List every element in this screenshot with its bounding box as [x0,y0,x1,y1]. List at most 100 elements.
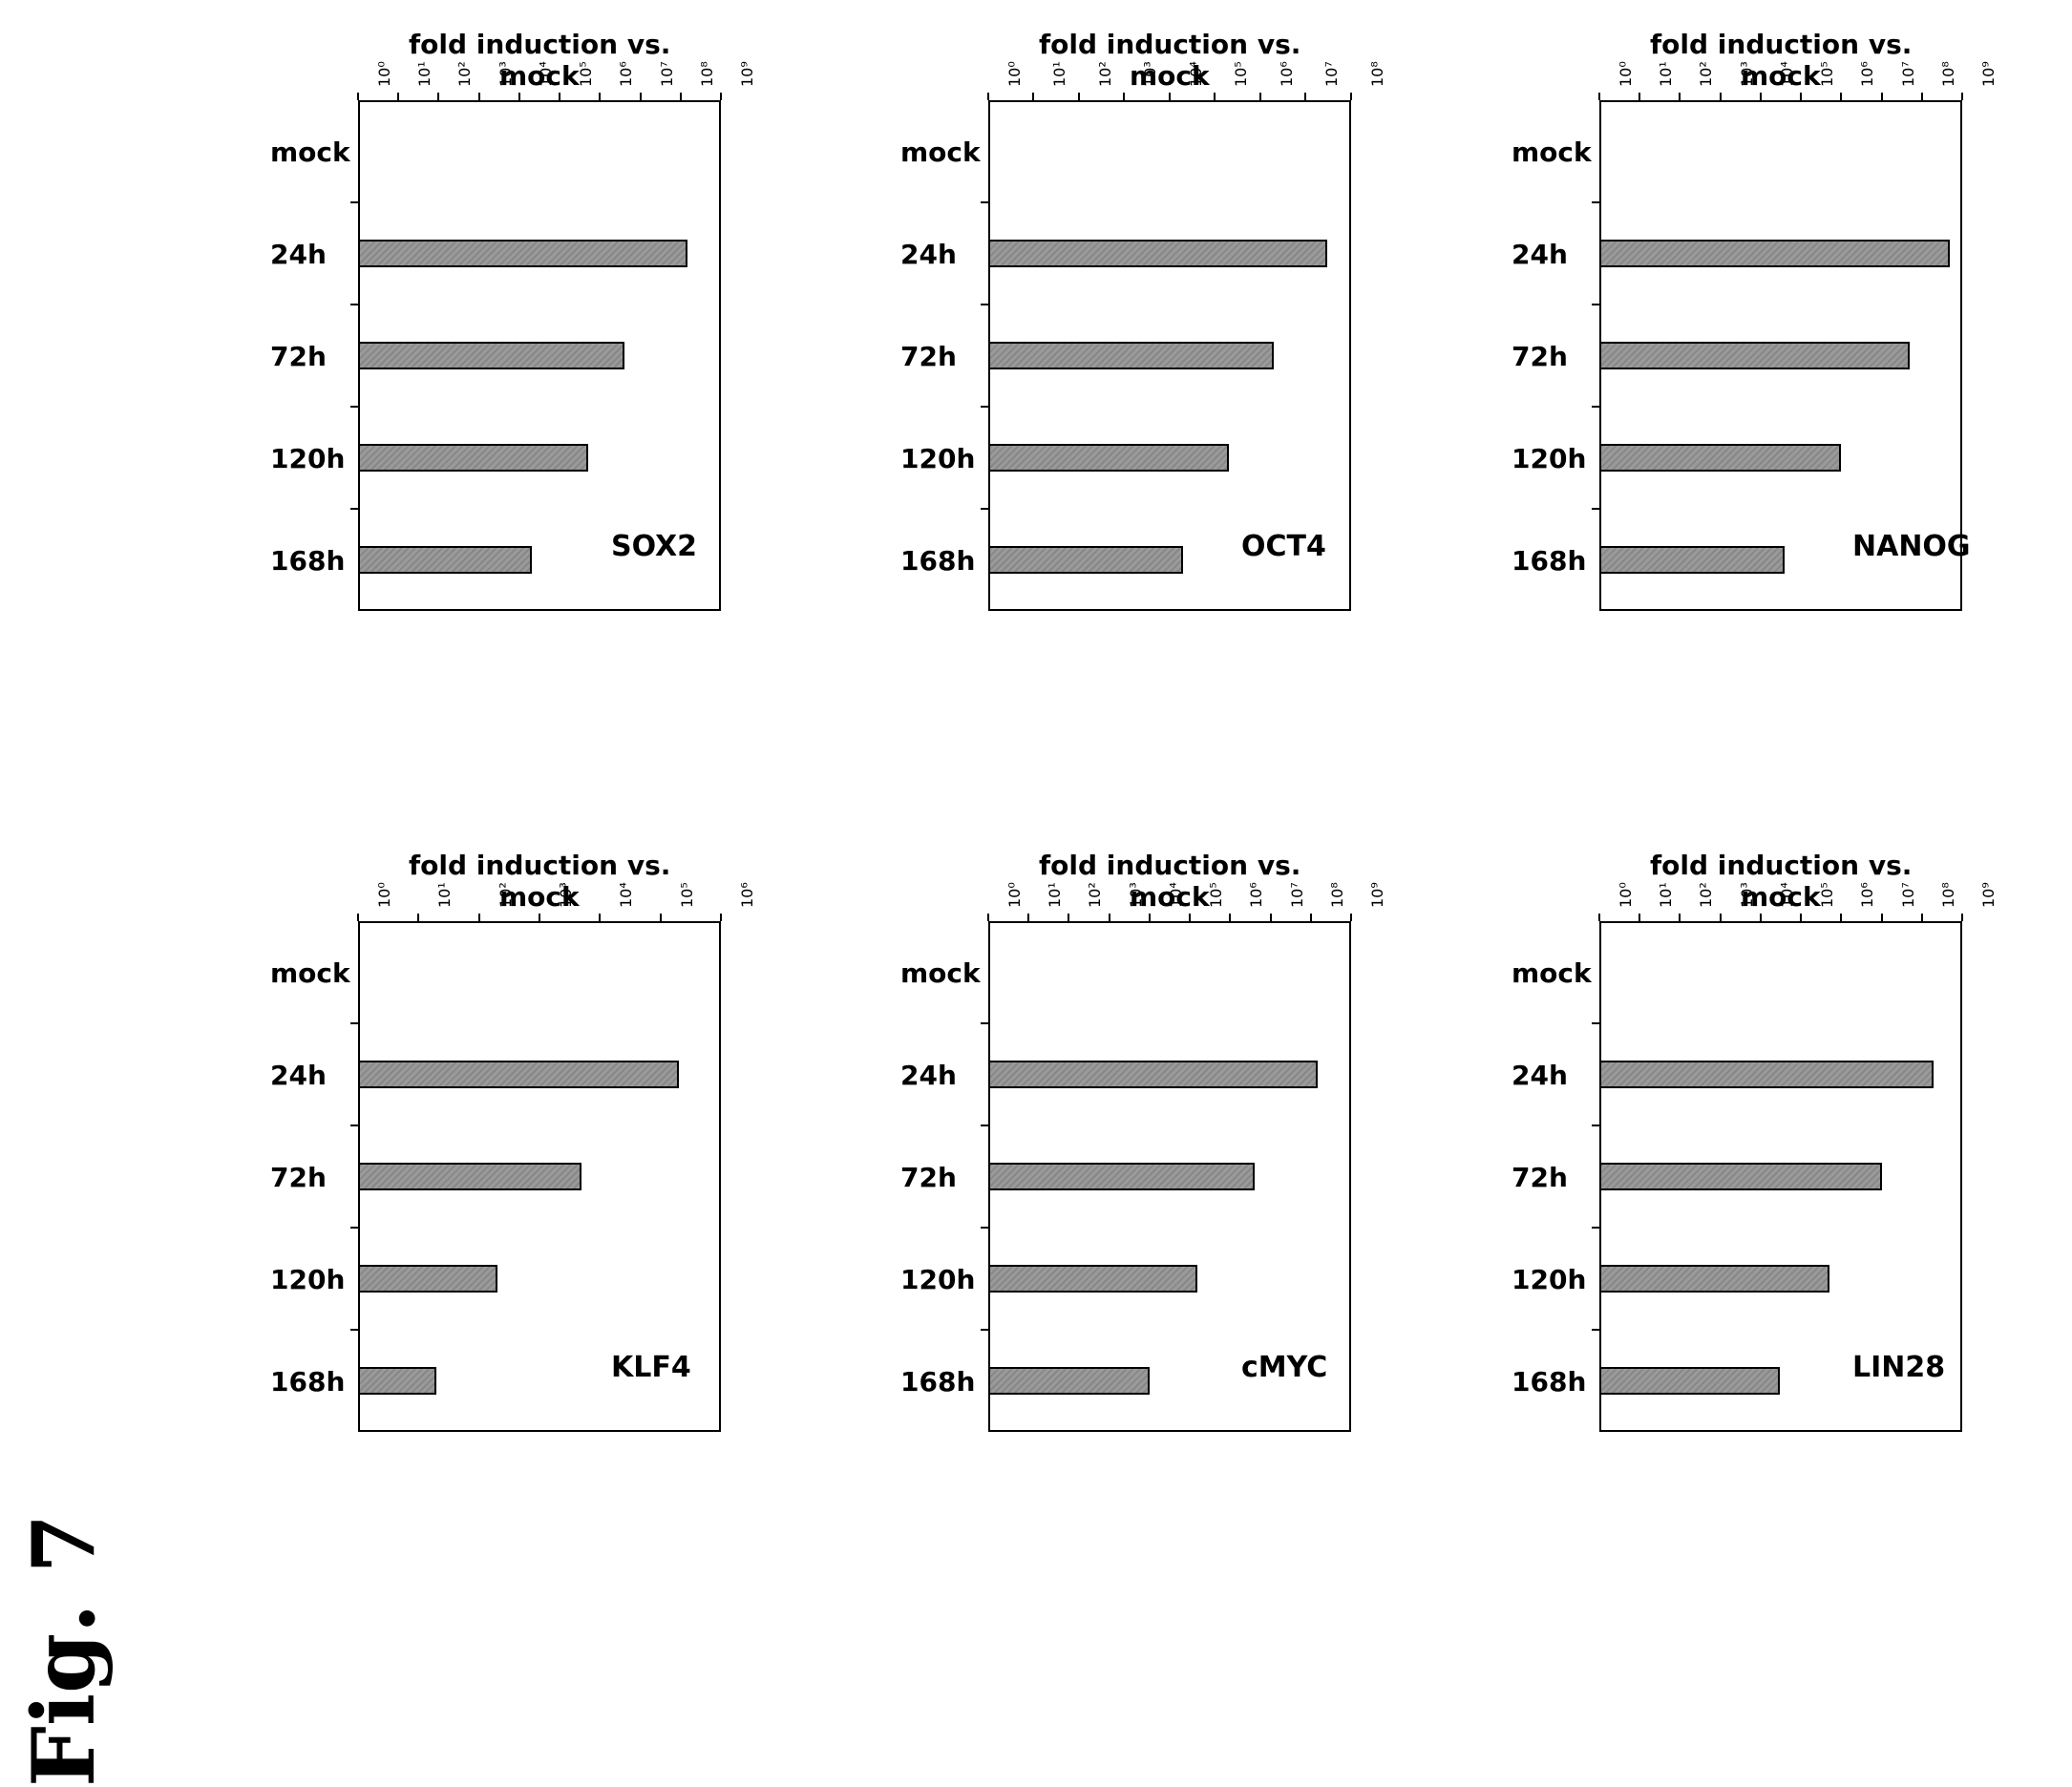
panel-nanog: 10⁰ 10¹ 10² 10³ 10⁴ 10⁵ 10⁶ 10⁷ 10⁸ 10⁹ mock 24h 72h… [1475,10,2000,792]
bar-168h [988,545,1184,575]
x-tick-label: 120h [270,1263,346,1295]
x-tick-label: 24h [270,238,327,270]
y-tick [1259,93,1261,100]
bar-120h [358,443,588,473]
x-tick-label: mock [900,136,981,168]
x-tick-label: 120h [1512,442,1587,474]
y-tick-label: 10⁸ [697,61,716,87]
y-tick-label: 10⁹ [1979,882,1998,908]
y-tick-label: 10⁵ [1232,61,1251,87]
x-tick-label: mock [1512,136,1592,168]
x-tick [350,201,358,203]
x-tick-label: 24h [1512,1059,1568,1091]
bar-168h [988,1366,1150,1396]
bar-24h [988,239,1328,268]
y-tick-label: 10¹ [1657,882,1676,908]
x-tick-label: 24h [900,1059,957,1091]
y-tick-label: 10⁶ [1247,882,1266,908]
y-tick-label: 10² [1086,882,1105,908]
y-tick [1679,914,1681,921]
x-tick [1592,1329,1599,1331]
bar-24h [1599,1060,1935,1089]
x-tick-label: 120h [270,442,346,474]
y-tick [1840,914,1843,921]
y-tick [397,93,400,100]
x-tick-label: 24h [900,238,957,270]
bar-24h [988,1060,1319,1089]
figure-title: Fig. 7 [13,1513,115,1787]
bar-168h [1599,545,1786,575]
y-tick-label: 10⁸ [1938,882,1957,908]
y-tick-label: 10⁰ [375,61,393,87]
y-tick [1679,93,1681,100]
x-tick [981,201,988,203]
y-tick [417,914,420,921]
y-tick [1214,93,1216,100]
y-tick [1920,93,1923,100]
x-tick [1592,1227,1599,1229]
x-tick [350,1227,358,1229]
y-tick-label: 10⁶ [1278,61,1296,87]
x-tick-label: 72h [270,1161,327,1193]
y-tick [1309,914,1312,921]
x-tick-label: 72h [900,340,957,372]
bar-24h [358,1060,679,1089]
bar-168h [1599,1366,1781,1396]
y-tick-label: 10⁰ [1617,882,1635,908]
y-tick-label: 10¹ [1050,61,1069,87]
y-tick [987,914,989,921]
panel-klf4: 10⁰ 10¹ 10² 10³ 10⁴ 10⁵ 10⁶ mock 24h 72h 120h 168h K… [234,830,759,1613]
y-tick [357,914,359,921]
gene-label: KLF4 [611,1351,691,1384]
y-tick-label: 10⁷ [1287,882,1306,908]
y-tick-label: 10⁷ [1898,61,1917,87]
x-tick [350,1329,358,1331]
y-tick [659,914,662,921]
y-tick-label: 10⁷ [1898,882,1917,908]
x-tick [1592,406,1599,408]
y-tick-label: 10² [1096,61,1114,87]
y-tick [1304,93,1307,100]
x-tick-label: 168h [900,1365,976,1398]
bar-72h [1599,341,1911,370]
y-tick [1800,914,1803,921]
y-tick-label: 10⁸ [1938,61,1957,87]
y-tick [1719,914,1722,921]
y-tick [987,93,989,100]
y-tick-label: 10⁸ [1327,882,1346,908]
y-axis-label: fold induction vs. mock [1649,29,1913,92]
y-tick [720,93,722,100]
x-tick-label: 168h [270,1365,346,1398]
x-tick [981,1022,988,1024]
bar-168h [358,545,532,575]
x-tick-label: mock [270,957,350,989]
x-tick-label: 168h [270,544,346,577]
x-tick-label: 120h [900,442,976,474]
y-tick-label: 10¹ [1046,882,1065,908]
x-tick [981,1125,988,1126]
bar-72h [358,341,624,370]
x-tick [1592,508,1599,510]
gene-label: OCT4 [1241,530,1326,563]
y-tick [1350,93,1352,100]
bar-72h [988,341,1275,370]
bar-120h [358,1264,497,1293]
y-tick-label: 10⁶ [1858,61,1877,87]
y-tick [1078,93,1080,100]
y-tick-label: 10⁰ [1005,61,1024,87]
y-tick [1840,93,1843,100]
y-axis-label: fold induction vs. mock [1038,850,1301,913]
x-tick-label: 72h [1512,340,1568,372]
y-tick-label: 10² [1697,61,1716,87]
y-tick-label: 10⁹ [1368,882,1386,908]
y-tick [1961,914,1963,921]
x-tick [1592,1022,1599,1024]
y-tick [539,914,540,921]
x-tick [350,508,358,510]
bar-168h [358,1366,437,1396]
bar-120h [988,443,1229,473]
x-tick [350,406,358,408]
y-tick-label: 10⁸ [1368,61,1386,87]
x-tick-label: mock [900,957,981,989]
x-tick-label: 168h [1512,1365,1587,1398]
